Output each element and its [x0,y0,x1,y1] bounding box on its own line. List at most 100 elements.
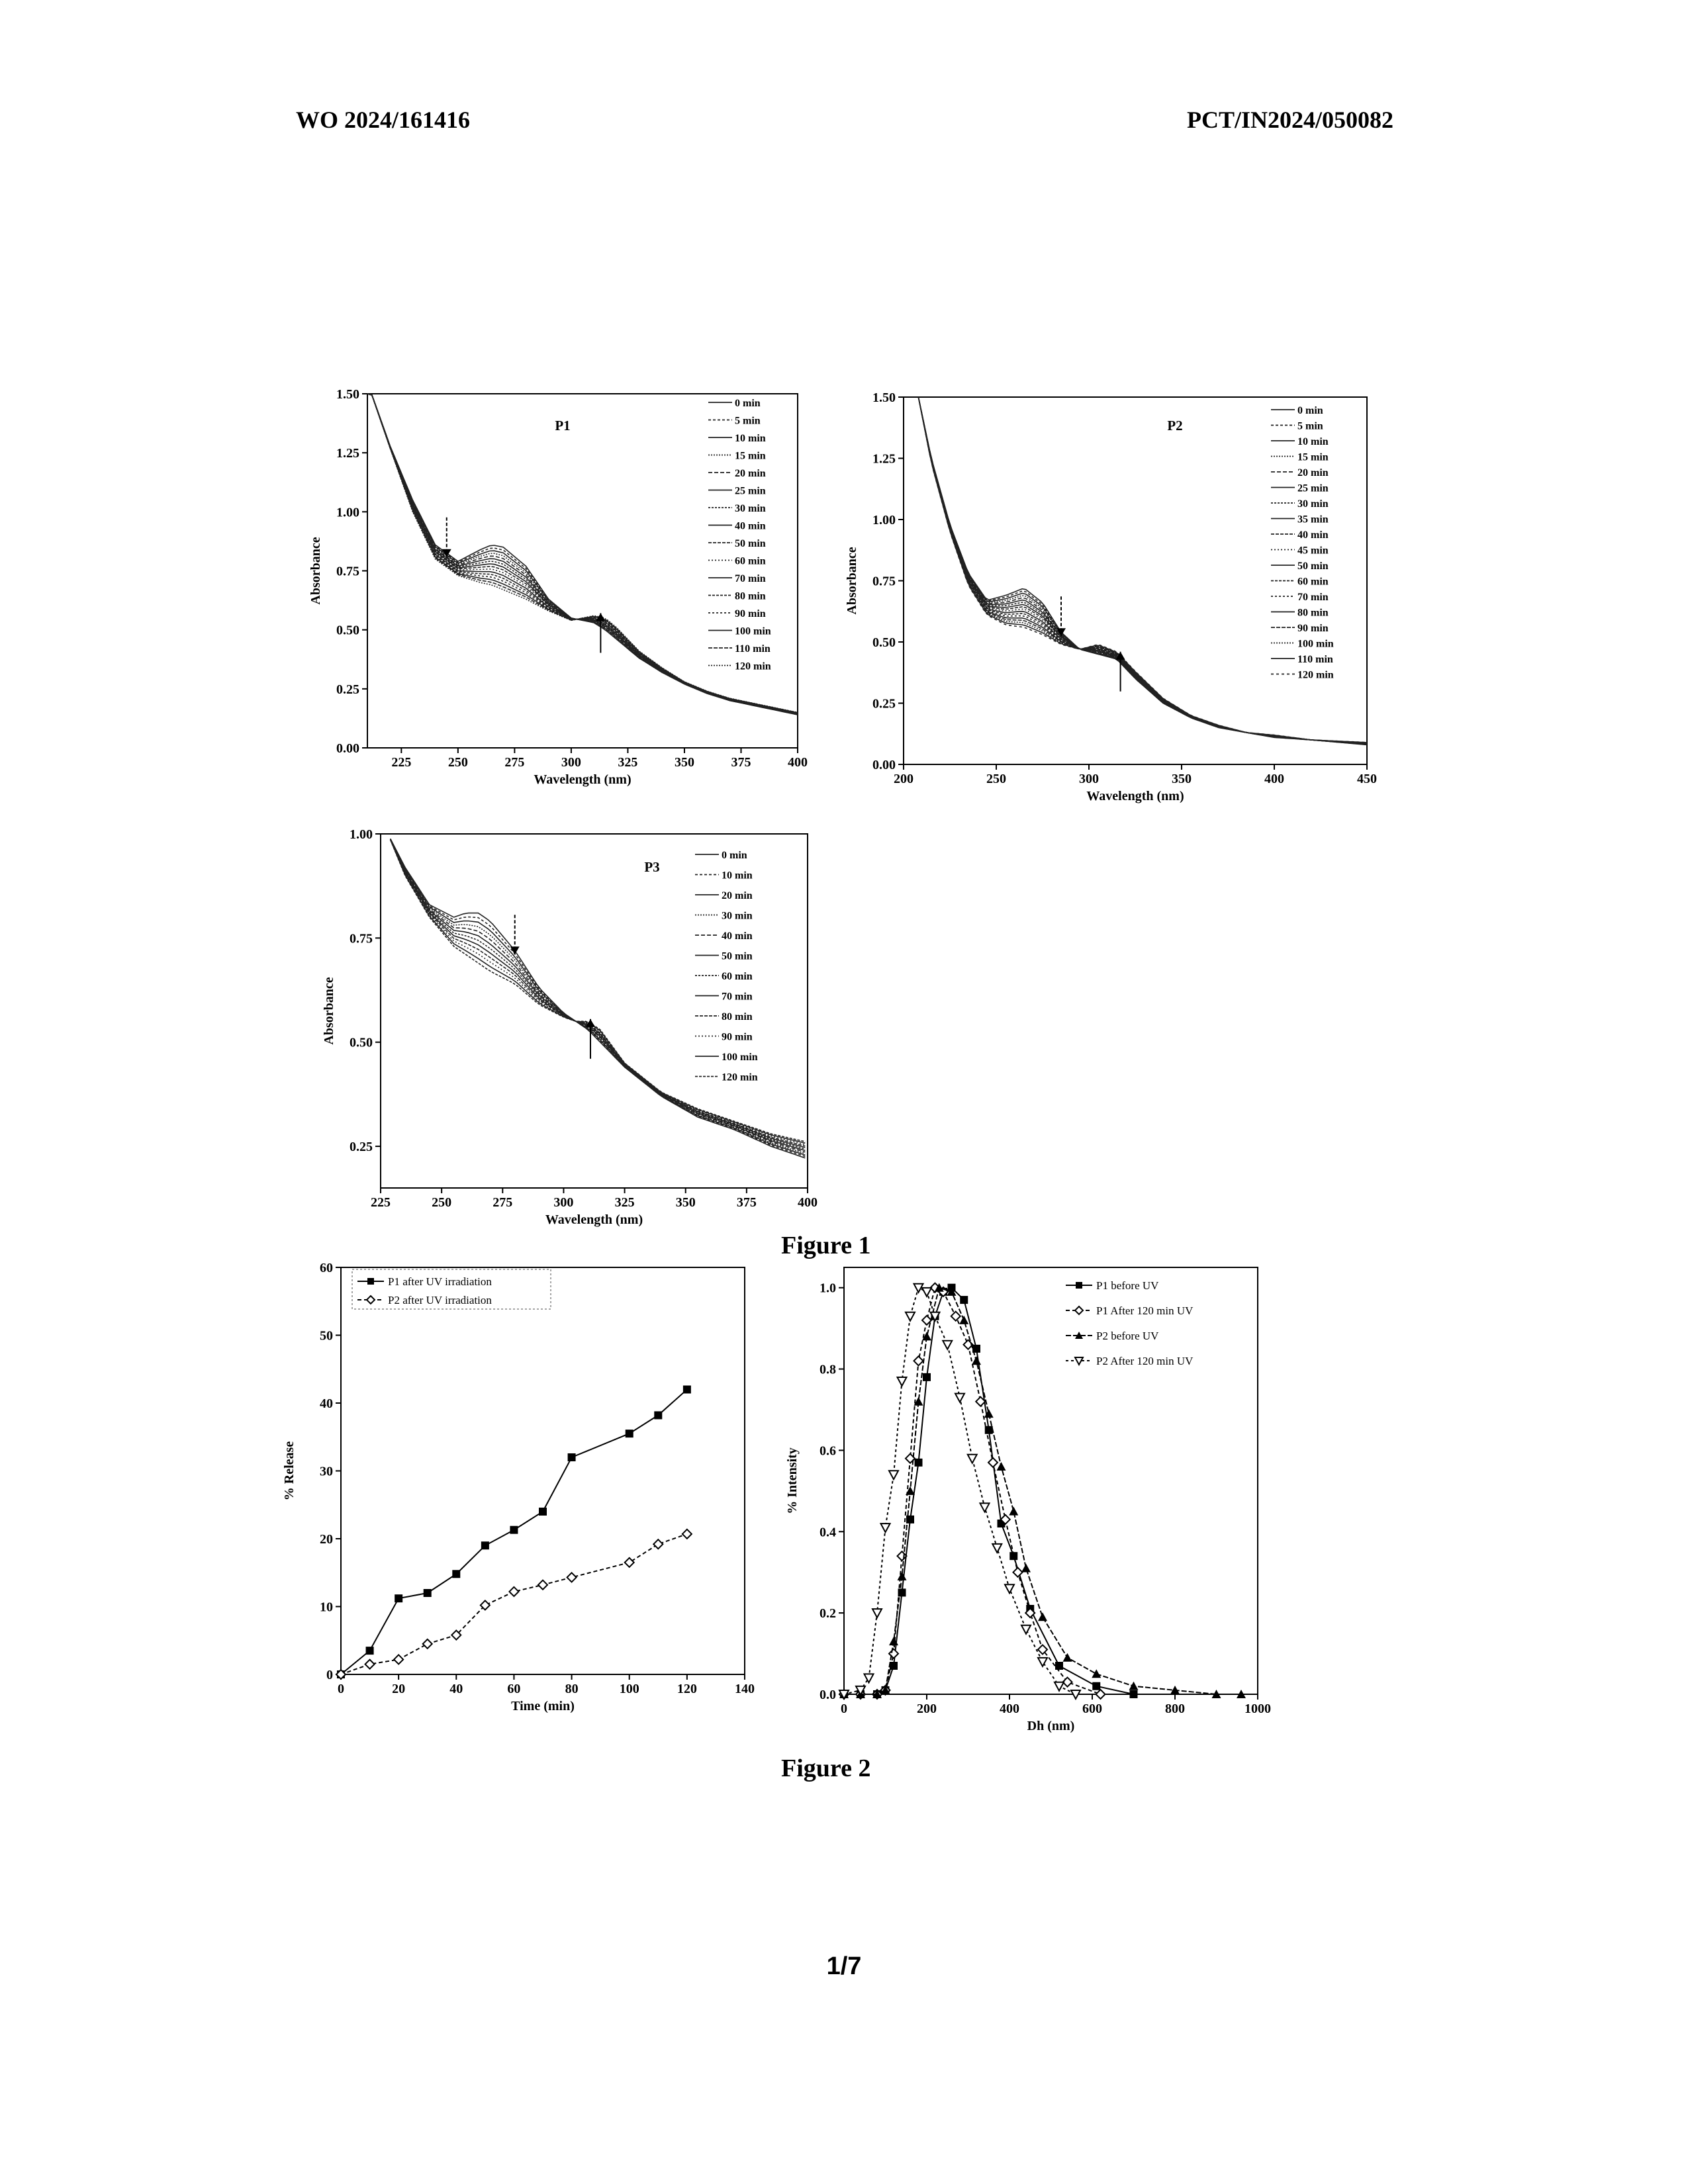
data-point [1092,1669,1102,1678]
data-point [508,1586,520,1598]
x-tick-label: 250 [432,1195,451,1210]
x-tick-label: 120 [677,1682,697,1696]
legend-entry: 5 min [1297,421,1323,432]
legend-marker [1075,1332,1083,1339]
data-point [880,1685,890,1694]
data-point [914,1396,923,1406]
legend-entry: 15 min [735,451,766,462]
y-tick-label: 0 [326,1668,333,1682]
x-tick-label: 225 [391,755,411,770]
data-point [365,1647,374,1655]
x-tick-label: 800 [1165,1702,1185,1716]
chart-p2-absorbance: 200 250 300 350 400 450 0.00 0.25 0.50 0.75 1.00 1.… [845,390,1377,803]
legend-entry: 80 min [735,591,766,602]
data-point [1070,1690,1082,1701]
plot-frame [380,833,808,1189]
y-tick-label: 10 [320,1600,333,1615]
legend-entry: 70 min [735,573,766,584]
data-point [913,1355,924,1367]
data-point [1012,1567,1023,1578]
legend-entry: 45 min [1297,545,1329,557]
legend-marker [1076,1282,1082,1289]
legend-entry: 100 min [735,626,771,637]
legend-entry: 90 min [735,608,766,619]
legend-entry: 0 min [1297,405,1323,416]
legend-entry: P1 before UV [1096,1279,1159,1292]
chart-dls-size-distribution: 0 200 400 600 800 1000 0.0 0.2 0.4 0.6 0.8 1.0 Dh (n… [785,1267,1271,1733]
plot-frame [340,1267,745,1675]
x-tick-label: 350 [675,755,694,770]
data-point [984,1409,994,1418]
series-line-90-min [389,839,806,1146]
data-point [923,1373,931,1381]
data-point [481,1541,489,1550]
page-number: 1/7 [826,1952,862,1980]
series-line-20-min [389,839,806,1156]
data-point [654,1411,663,1420]
legend-entry: 10 min [735,433,766,444]
data-point [879,1523,892,1534]
data-point [452,1570,461,1578]
y-axis-label: Absorbance [322,977,336,1044]
series-line-0-min [367,393,798,715]
legend-box [352,1269,551,1310]
series-line-90-min [367,393,798,713]
x-tick-label: 225 [371,1195,391,1210]
data-point [912,1283,925,1294]
data-point [889,1637,898,1646]
data-point [1095,1688,1106,1700]
data-point [1038,1612,1047,1621]
figure-1-caption: Figure 1 [781,1232,871,1259]
y-tick-label: 0.8 [820,1363,836,1377]
y-tick-label: 1.00 [336,505,359,520]
series-line-100-min [389,839,806,1144]
data-point [991,1543,1003,1554]
legend-entry: P2 before UV [1096,1330,1159,1342]
legend-entry: 30 min [722,911,753,922]
series-line-5-min [917,396,1368,745]
legend-entry: 35 min [1297,514,1329,525]
trend-arrow-up-head [1115,651,1125,660]
legend-entry: P1 After 120 min UV [1096,1304,1194,1317]
x-tick-label: 275 [492,1195,512,1210]
data-point [539,1508,547,1516]
y-tick-label: 1.0 [820,1281,836,1296]
legend-entry: 100 min [722,1052,758,1063]
data-point [393,1654,404,1665]
series-line-100-min [367,393,798,713]
y-tick-label: 1.50 [872,390,896,405]
data-point [914,1458,923,1467]
data-point [1020,1624,1032,1635]
data-point [423,1589,432,1597]
x-tick-label: 400 [798,1195,818,1210]
y-tick-label: 0.50 [350,1036,373,1050]
legend-entry: 120 min [1297,670,1334,681]
legend-entry: 50 min [735,538,766,549]
x-tick-label: 250 [986,772,1006,786]
trend-arrow-down-head [510,946,520,955]
data-point [1129,1681,1139,1690]
series-line-70-min [389,839,806,1148]
chart-p3-absorbance: 225 250 275 300 325 350 375 400 0.25 0.50 0.75 1.00… [322,827,818,1227]
data-point [1009,1506,1019,1516]
data-point [906,1515,914,1524]
x-tick-label: 350 [676,1195,696,1210]
data-point [922,1332,931,1341]
series-line-80-min [389,839,806,1147]
y-tick-label: 0.25 [872,697,896,711]
data-point [960,1296,968,1304]
trend-arrow-up-head [596,613,606,621]
y-tick-label: 0.25 [336,682,359,697]
x-tick-label: 325 [615,1195,635,1210]
x-axis-label: Dh (nm) [1027,1719,1075,1733]
data-point [1170,1685,1180,1694]
y-tick-label: 60 [320,1261,333,1275]
x-tick-label: 375 [737,1195,757,1210]
data-point [974,1396,986,1408]
series-line [340,1533,688,1675]
chart-p1-absorbance: 225 250 275 300 325 350 375 400 0.00 0.25 0.50 0.75… [308,387,808,787]
series-line-120-min [389,839,806,1142]
x-tick-label: 400 [788,755,808,770]
data-point [625,1430,633,1438]
series-line-10-min [389,839,806,1158]
